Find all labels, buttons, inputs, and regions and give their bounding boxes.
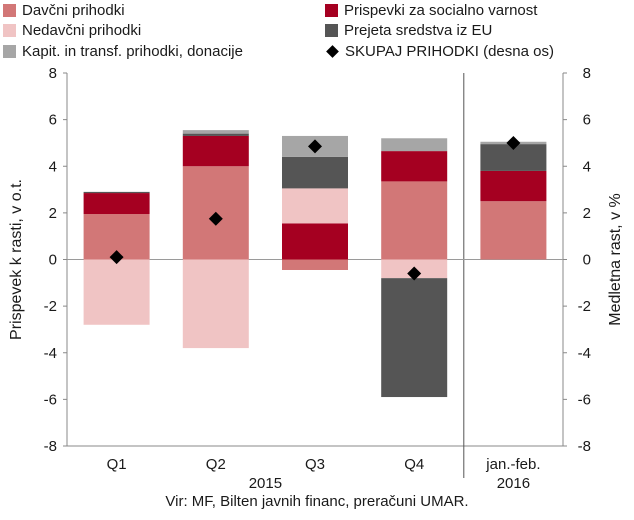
total-revenue-marker-4: [506, 135, 521, 150]
bar-segment-series-2-cat-2: [282, 188, 348, 224]
total-revenue-marker-3: [407, 266, 422, 281]
bar-segment-series-3-cat-0: [83, 191, 150, 194]
legend-swatch-davcni: [3, 4, 16, 17]
bar-segment-series-2-cat-0: [83, 259, 150, 325]
x-tick-label: jan.-feb.: [485, 456, 540, 473]
y-tick-label-left: 8: [49, 65, 57, 82]
y-tick-label-right: 0: [583, 252, 591, 269]
bar-segment-series-1-cat-0: [83, 193, 150, 215]
y-tick-label-right: 8: [583, 65, 591, 82]
x-tick-label: Q1: [107, 456, 127, 473]
bar-segment-series-0-cat-2: [282, 259, 348, 270]
bar-segment-series-1-cat-3: [381, 151, 448, 182]
total-revenue-marker-0: [109, 250, 124, 265]
legend-label-davcni: Davčni prihodki: [22, 2, 125, 19]
bar-segment-series-1-cat-2: [282, 223, 348, 260]
bar-segment-series-1-cat-1: [182, 135, 249, 167]
y-tick-label-left: 4: [49, 158, 57, 175]
legend-swatch-kapit: [3, 45, 16, 58]
y-tick-label-left: -8: [44, 438, 57, 455]
legend-swatch-nedavcni: [3, 24, 16, 37]
chart-markers: [109, 135, 521, 281]
x-group-label: 2016: [497, 475, 530, 492]
legend-item-nedavcni: Nedavčni prihodki: [3, 22, 141, 39]
legend-item-davcni: Davčni prihodki: [3, 2, 125, 19]
chart-legend: Davčni prihodki Nedavčni prihodki Kapit.…: [0, 0, 634, 70]
legend-item-prispevki: Prispevki za socialno varnost: [325, 2, 537, 19]
bar-segment-series-0-cat-3: [381, 181, 448, 260]
bar-segment-series-0-cat-4: [480, 201, 547, 260]
legend-swatch-prispevki: [325, 4, 338, 17]
bar-segment-series-3-cat-1: [182, 133, 249, 136]
legend-label-eu: Prejeta sredstva iz EU: [344, 22, 493, 39]
x-tick-label: Q2: [206, 456, 226, 473]
bar-segment-series-1-cat-4: [480, 170, 547, 202]
bar-segment-series-4-cat-3: [381, 138, 448, 152]
x-tick-label: Q4: [404, 456, 424, 473]
total-revenue-marker-1: [208, 211, 223, 226]
bar-segment-series-4-cat-1: [182, 130, 249, 134]
y-axis-title-right: Medletna rast, v %: [607, 193, 624, 326]
x-tick-label: Q3: [305, 456, 325, 473]
chart-labels: -8 -8 -6 -6 -4 -4 -2 -2 0 0 2 2 4 4 6 6 8 8 Q1 Q2 Q3 Q4 jan.-f…: [8, 65, 624, 492]
y-tick-label-left: -6: [44, 391, 57, 408]
y-axis-title-left: Prispevek k rasti, v o.t.: [8, 179, 25, 340]
y-tick-label-right: -2: [578, 298, 591, 315]
y-tick-label-left: 0: [49, 252, 57, 269]
legend-swatch-eu: [325, 24, 338, 37]
y-tick-label-right: -8: [578, 438, 591, 455]
legend-label-nedavcni: Nedavčni prihodki: [22, 22, 142, 39]
chart-source: Vir: MF, Bilten javnih financ, preračuni…: [165, 493, 469, 510]
bar-segment-series-3-cat-2: [282, 156, 348, 189]
bar-segment-series-2-cat-1: [182, 259, 249, 349]
legend-label-kapit: Kapit. in transf. prihodki, donacije: [22, 43, 243, 60]
y-tick-label-right: -6: [578, 391, 591, 408]
legend-item-eu: Prejeta sredstva iz EU: [325, 22, 492, 39]
y-tick-label-left: 6: [49, 112, 57, 129]
y-tick-label-left: -2: [44, 298, 57, 315]
total-revenue-marker-2: [308, 139, 322, 154]
y-tick-label-right: 4: [583, 158, 591, 175]
x-group-label: 2015: [249, 475, 282, 492]
legend-label-prispevki: Prispevki za socialno varnost: [344, 2, 538, 19]
y-tick-label-right: 6: [583, 112, 591, 129]
y-tick-label-right: 2: [583, 205, 591, 222]
legend-label-skupaj: SKUPAJ PRIHODKI (desna os): [345, 43, 554, 60]
legend-item-skupaj: SKUPAJ PRIHODKI (desna os): [325, 43, 554, 60]
y-tick-label-left: -4: [44, 345, 57, 362]
legend-item-kapit: Kapit. in transf. prihodki, donacije: [3, 43, 243, 60]
y-tick-label-right: -4: [578, 345, 591, 362]
chart-bars: [83, 130, 547, 398]
y-tick-label-left: 2: [49, 205, 57, 222]
bar-segment-series-3-cat-3: [381, 278, 448, 398]
